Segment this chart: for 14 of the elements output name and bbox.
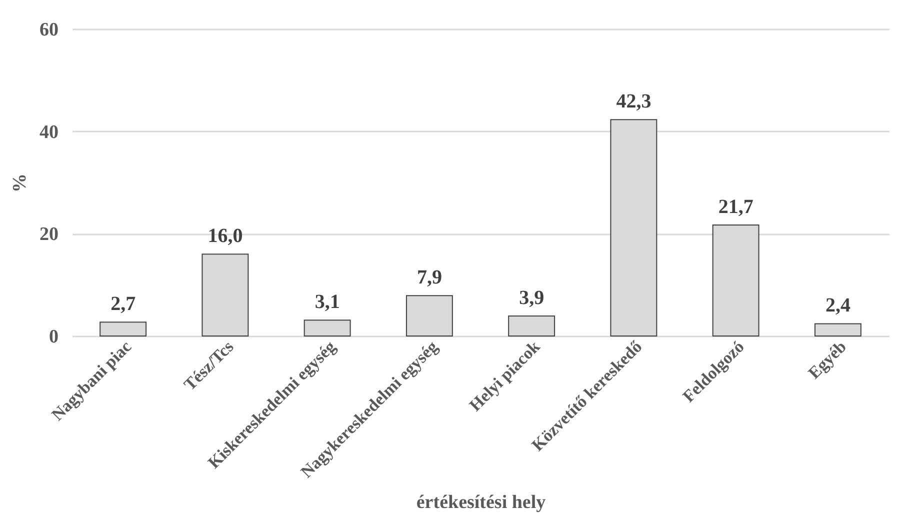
y-tick-label: 0	[49, 326, 58, 348]
y-tick-label: 20	[40, 224, 58, 246]
data-label: 2,7	[110, 293, 136, 316]
data-label: 3,1	[314, 291, 340, 314]
y-tick-label: 60	[40, 20, 58, 40]
data-label: 42,3	[616, 90, 652, 113]
data-label: 16,0	[208, 225, 243, 248]
y-axis-title: %	[10, 174, 30, 192]
data-label: 2,4	[825, 294, 850, 317]
data-label: 3,9	[519, 287, 544, 310]
data-label: 7,9	[416, 266, 442, 289]
x-axis-title: értékesítési hely	[416, 492, 546, 513]
y-tick-label: 40	[40, 122, 58, 143]
data-label: 21,7	[718, 196, 754, 218]
